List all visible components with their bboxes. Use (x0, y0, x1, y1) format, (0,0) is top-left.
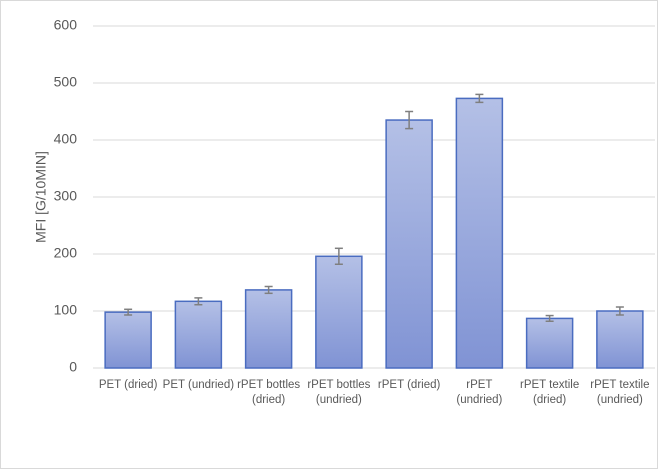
error-bar (615, 306, 624, 316)
error-bar (194, 297, 203, 306)
bar (174, 300, 223, 369)
y-tick-label: 500 (54, 74, 78, 90)
x-tick-label: rPET (undried) (456, 379, 503, 406)
x-tick-label: rPET (dried) (377, 379, 441, 391)
x-tick-label: PET (undried) (162, 379, 235, 391)
y-tick-label: 400 (54, 131, 78, 147)
x-tick-label: rPET bottles (undried) (307, 379, 371, 406)
bar (525, 317, 574, 369)
y-tick-label: 100 (54, 302, 78, 318)
error-bar (264, 285, 273, 295)
error-bar (545, 314, 554, 323)
y-tick-label: 200 (54, 245, 78, 261)
bar (455, 97, 504, 369)
bar (315, 255, 363, 369)
y-tick-label: 0 (69, 359, 77, 375)
bar (596, 310, 644, 369)
error-bar (405, 110, 414, 130)
x-tick-label: PET (dried) (98, 379, 158, 391)
bar (104, 311, 152, 369)
x-tick-label: rPET bottles (dried) (237, 379, 301, 406)
x-tick-label: rPET textile (dried) (520, 379, 580, 406)
error-bar (124, 308, 133, 316)
bar (244, 289, 293, 369)
bar (385, 119, 433, 369)
x-tick-label: rPET textile (undried) (590, 379, 650, 406)
y-tick-label: 600 (54, 17, 78, 33)
y-axis-label: MFI [G/10MIN] (33, 151, 49, 243)
error-bar (475, 93, 484, 104)
error-bar (334, 247, 343, 266)
y-tick-label: 300 (54, 188, 78, 204)
